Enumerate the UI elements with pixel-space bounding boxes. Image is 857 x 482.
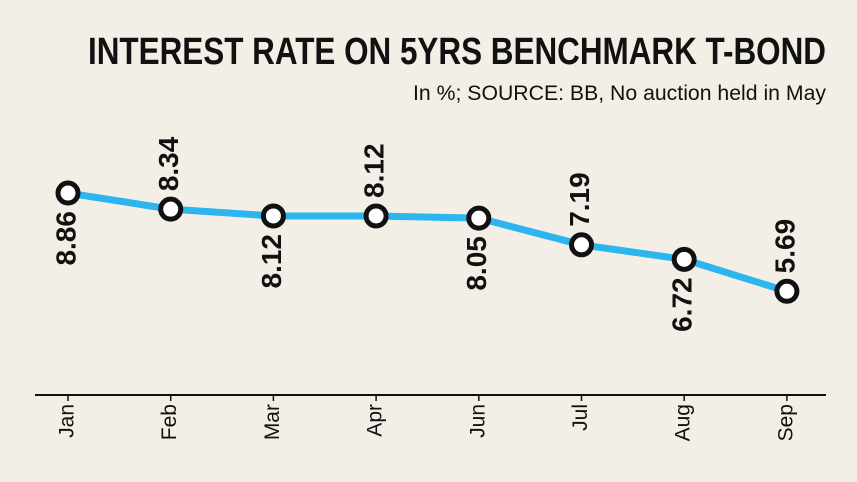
data-point (569, 232, 594, 258)
x-tick-label: Jun (466, 404, 489, 438)
value-label: 6.72 (667, 277, 698, 332)
x-tick-label: Feb (158, 404, 181, 440)
data-point (466, 205, 492, 231)
data-point (774, 278, 800, 304)
value-label: 7.19 (564, 172, 595, 227)
x-tick-label: Sep (774, 404, 797, 441)
chart-title: INTEREST RATE ON 5YRS BENCHMARK T-BOND (88, 31, 826, 73)
data-point (55, 180, 81, 206)
data-point (363, 203, 389, 229)
x-tick-label: Aug (672, 404, 695, 441)
value-label: 8.12 (256, 234, 287, 288)
value-label: 8.12 (358, 143, 389, 198)
chart-subtitle: In %; SOURCE: BB, No auction held in May (413, 82, 826, 105)
value-label: 5.69 (769, 219, 800, 274)
x-tick-label: Jan (56, 404, 79, 438)
data-line (67, 189, 788, 295)
x-tick-label: Jul (569, 404, 592, 431)
value-label: 8.86 (50, 211, 81, 265)
data-point (260, 203, 286, 229)
x-tick-label: Apr (364, 404, 387, 437)
value-label: 8.34 (153, 136, 184, 191)
x-tick-label: Mar (261, 404, 284, 440)
data-point (671, 246, 697, 272)
data-point (158, 196, 184, 222)
value-label: 8.05 (461, 236, 492, 291)
